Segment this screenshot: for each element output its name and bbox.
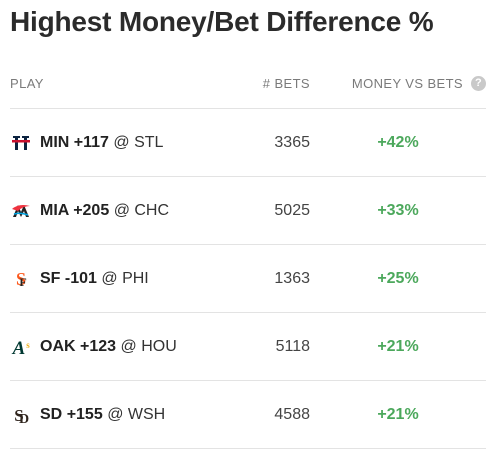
money-vs-bets-value: +21%	[377, 337, 419, 355]
svg-text:D: D	[19, 412, 29, 426]
team-odds: SD +155	[40, 405, 103, 423]
table-header: PLAY # BETS MONEY VS BETS ?	[10, 58, 486, 109]
table-row[interactable]: A s OAK +123 @ HOU 5118 +21%	[10, 313, 486, 381]
opponent: @ CHC	[113, 201, 170, 219]
opponent: @ PHI	[101, 269, 149, 287]
column-header-bets[interactable]: # BETS	[262, 75, 310, 91]
padres-logo-icon: S D	[14, 406, 29, 426]
marlins-logo-icon	[12, 204, 30, 217]
bets-count: 1363	[274, 269, 310, 287]
bets-count: 5118	[275, 337, 310, 355]
opponent: @ WSH	[107, 405, 166, 423]
bets-count: 5025	[274, 201, 310, 219]
column-header-money-vs-bets-label: MONEY VS BETS	[351, 75, 463, 91]
play-cell: MIA +205 @ CHC	[10, 200, 238, 222]
team-odds: MIN +117	[40, 133, 109, 151]
bets-count: 3365	[274, 133, 310, 151]
play-text: SF -101 @ PHI	[40, 270, 149, 288]
twins-logo-icon	[12, 135, 30, 150]
column-header-play[interactable]: PLAY	[10, 75, 44, 91]
opponent: @ HOU	[120, 337, 177, 355]
play-cell: MIN +117 @ STL	[10, 132, 238, 154]
team-odds: OAK +123	[40, 337, 117, 355]
table-row[interactable]: MIN +117 @ STL 3365 +42%	[10, 109, 486, 177]
svg-text:A: A	[12, 338, 26, 358]
play-text: OAK +123 @ HOU	[40, 338, 177, 356]
play-cell: A s OAK +123 @ HOU	[10, 336, 238, 358]
play-text: MIA +205 @ CHC	[40, 202, 169, 220]
difference-table: PLAY # BETS MONEY VS BETS ? MIN +117 @ S…	[10, 58, 486, 449]
table-row[interactable]: S D SD +155 @ WSH 4588 +21%	[10, 381, 486, 449]
play-text: MIN +117 @ STL	[40, 134, 163, 152]
table-row[interactable]: MIA +205 @ CHC 5025 +33%	[10, 177, 486, 245]
money-vs-bets-value: +42%	[377, 133, 419, 151]
play-text: SD +155 @ WSH	[40, 406, 165, 424]
team-odds: SF -101	[40, 269, 97, 287]
svg-text:S: S	[16, 269, 26, 289]
svg-text:s: s	[26, 340, 30, 350]
play-cell: S F SF -101 @ PHI	[10, 268, 238, 290]
table-row[interactable]: S F SF -101 @ PHI 1363 +25%	[10, 245, 486, 313]
money-vs-bets-value: +21%	[377, 405, 419, 423]
athletics-logo-icon: A s	[12, 338, 31, 358]
opponent: @ STL	[113, 133, 164, 151]
money-vs-bets-value: +25%	[377, 269, 419, 287]
help-icon[interactable]: ?	[471, 75, 486, 91]
svg-text:S: S	[14, 406, 23, 425]
money-vs-bets-value: +33%	[377, 201, 419, 219]
giants-logo-icon: S F	[16, 269, 27, 289]
play-cell: S D SD +155 @ WSH	[10, 404, 238, 426]
team-odds: MIA +205	[40, 201, 110, 219]
svg-text:F: F	[19, 275, 26, 289]
bets-count: 4588	[274, 405, 310, 423]
column-header-money-vs-bets[interactable]: MONEY VS BETS ?	[310, 75, 486, 91]
page-title: Highest Money/Bet Difference %	[10, 6, 434, 37]
